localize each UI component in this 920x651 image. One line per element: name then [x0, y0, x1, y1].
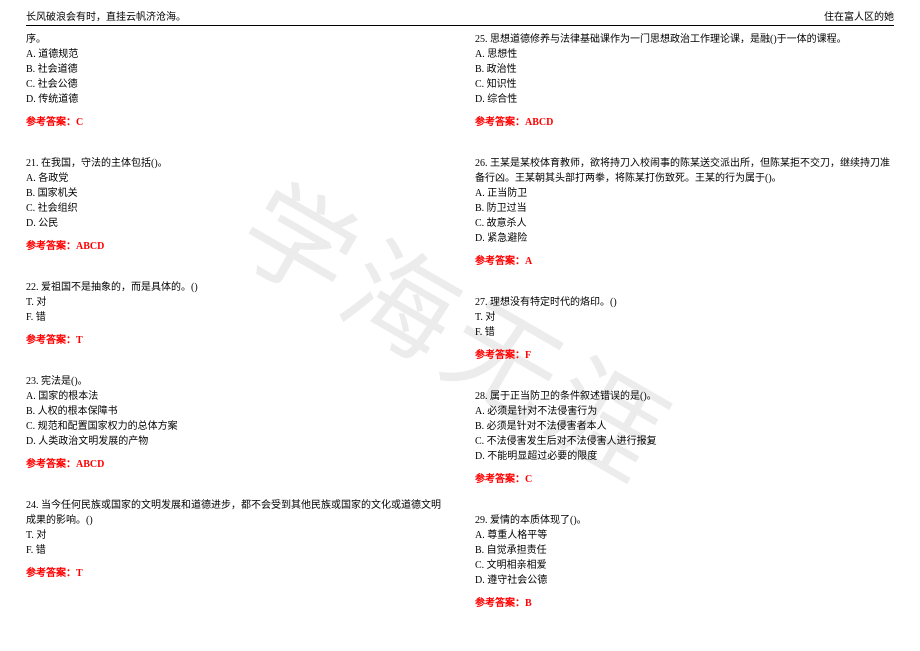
q21-opt-d: D. 公民 — [26, 216, 445, 231]
q23-answer: 参考答案：ABCD — [26, 457, 445, 472]
q21-opt-c: C. 社会组织 — [26, 201, 445, 216]
page-content: 长风破浪会有时，直挂云帆济沧海。 住在富人区的她 序。 A. 道德规范 B. 社… — [0, 0, 920, 637]
q27-answer: 参考答案：F — [475, 348, 894, 363]
q29-answer: 参考答案：B — [475, 596, 894, 611]
q28-opt-a: A. 必须是针对不法侵害行为 — [475, 404, 894, 419]
two-columns: 序。 A. 道德规范 B. 社会道德 C. 社会公德 D. 传统道德 参考答案：… — [26, 32, 894, 637]
q26-stem: 26. 王某是某校体育教师，欲将持刀入校闹事的陈某送交派出所，但陈某拒不交刀，继… — [475, 156, 894, 186]
right-column: 25. 思想道德修养与法律基础课作为一门思想政治工作理论课，是融()于一体的课程… — [475, 32, 894, 637]
q25-opt-d: D. 综合性 — [475, 92, 894, 107]
q25-opt-c: C. 知识性 — [475, 77, 894, 92]
q20-opt-b: B. 社会道德 — [26, 62, 445, 77]
q22-opt-t: T. 对 — [26, 295, 445, 310]
q21-stem: 21. 在我国，守法的主体包括()。 — [26, 156, 445, 171]
q26-answer: 参考答案：A — [475, 254, 894, 269]
q20-answer: 参考答案：C — [26, 115, 445, 130]
q28-opt-b: B. 必须是针对不法侵害者本人 — [475, 419, 894, 434]
page-header: 长风破浪会有时，直挂云帆济沧海。 住在富人区的她 — [26, 8, 894, 26]
q21-opt-a: A. 各政党 — [26, 171, 445, 186]
q25-answer: 参考答案：ABCD — [475, 115, 894, 130]
q24-stem: 24. 当今任何民族或国家的文明发展和道德进步，都不会受到其他民族或国家的文化或… — [26, 498, 445, 528]
q23-opt-d: D. 人类政治文明发展的产物 — [26, 434, 445, 449]
q23-stem: 23. 宪法是()。 — [26, 374, 445, 389]
q22-answer: 参考答案：T — [26, 333, 445, 348]
q28-stem: 28. 属于正当防卫的条件叙述错误的是()。 — [475, 389, 894, 404]
q24-opt-t: T. 对 — [26, 528, 445, 543]
header-left: 长风破浪会有时，直挂云帆济沧海。 — [26, 8, 186, 23]
q21-opt-b: B. 国家机关 — [26, 186, 445, 201]
q20-opt-a: A. 道德规范 — [26, 47, 445, 62]
q28-opt-c: C. 不法侵害发生后对不法侵害人进行报复 — [475, 434, 894, 449]
q28-opt-d: D. 不能明显超过必要的限度 — [475, 449, 894, 464]
q26-opt-d: D. 紧急避险 — [475, 231, 894, 246]
q20-opt-d: D. 传统道德 — [26, 92, 445, 107]
left-column: 序。 A. 道德规范 B. 社会道德 C. 社会公德 D. 传统道德 参考答案：… — [26, 32, 445, 637]
q24-answer: 参考答案：T — [26, 566, 445, 581]
q23-opt-c: C. 规范和配置国家权力的总体方案 — [26, 419, 445, 434]
q27-stem: 27. 理想没有特定时代的烙印。() — [475, 295, 894, 310]
q25-opt-a: A. 思想性 — [475, 47, 894, 62]
q20-opt-c: C. 社会公德 — [26, 77, 445, 92]
question-20: 序。 A. 道德规范 B. 社会道德 C. 社会公德 D. 传统道德 参考答案：… — [26, 32, 445, 130]
q20-stem-tail: 序。 — [26, 32, 445, 47]
q29-opt-a: A. 尊重人格平等 — [475, 528, 894, 543]
q25-opt-b: B. 政治性 — [475, 62, 894, 77]
question-28: 28. 属于正当防卫的条件叙述错误的是()。 A. 必须是针对不法侵害行为 B.… — [475, 389, 894, 487]
q26-opt-b: B. 防卫过当 — [475, 201, 894, 216]
question-27: 27. 理想没有特定时代的烙印。() T. 对 F. 错 参考答案：F — [475, 295, 894, 363]
q29-stem: 29. 爱情的本质体现了()。 — [475, 513, 894, 528]
q23-opt-b: B. 人权的根本保障书 — [26, 404, 445, 419]
q23-opt-a: A. 国家的根本法 — [26, 389, 445, 404]
question-23: 23. 宪法是()。 A. 国家的根本法 B. 人权的根本保障书 C. 规范和配… — [26, 374, 445, 472]
question-29: 29. 爱情的本质体现了()。 A. 尊重人格平等 B. 自觉承担责任 C. 文… — [475, 513, 894, 611]
q29-opt-d: D. 遵守社会公德 — [475, 573, 894, 588]
q29-opt-c: C. 文明相亲相爱 — [475, 558, 894, 573]
header-right: 住在富人区的她 — [824, 8, 894, 23]
q22-stem: 22. 爱祖国不是抽象的，而是具体的。() — [26, 280, 445, 295]
q26-opt-a: A. 正当防卫 — [475, 186, 894, 201]
question-24: 24. 当今任何民族或国家的文明发展和道德进步，都不会受到其他民族或国家的文化或… — [26, 498, 445, 581]
question-25: 25. 思想道德修养与法律基础课作为一门思想政治工作理论课，是融()于一体的课程… — [475, 32, 894, 130]
q21-answer: 参考答案：ABCD — [26, 239, 445, 254]
question-21: 21. 在我国，守法的主体包括()。 A. 各政党 B. 国家机关 C. 社会组… — [26, 156, 445, 254]
q24-opt-f: F. 错 — [26, 543, 445, 558]
q22-opt-f: F. 错 — [26, 310, 445, 325]
question-22: 22. 爱祖国不是抽象的，而是具体的。() T. 对 F. 错 参考答案：T — [26, 280, 445, 348]
q27-opt-f: F. 错 — [475, 325, 894, 340]
q29-opt-b: B. 自觉承担责任 — [475, 543, 894, 558]
q27-opt-t: T. 对 — [475, 310, 894, 325]
q28-answer: 参考答案：C — [475, 472, 894, 487]
q26-opt-c: C. 故意杀人 — [475, 216, 894, 231]
question-26: 26. 王某是某校体育教师，欲将持刀入校闹事的陈某送交派出所，但陈某拒不交刀，继… — [475, 156, 894, 269]
q25-stem: 25. 思想道德修养与法律基础课作为一门思想政治工作理论课，是融()于一体的课程… — [475, 32, 894, 47]
